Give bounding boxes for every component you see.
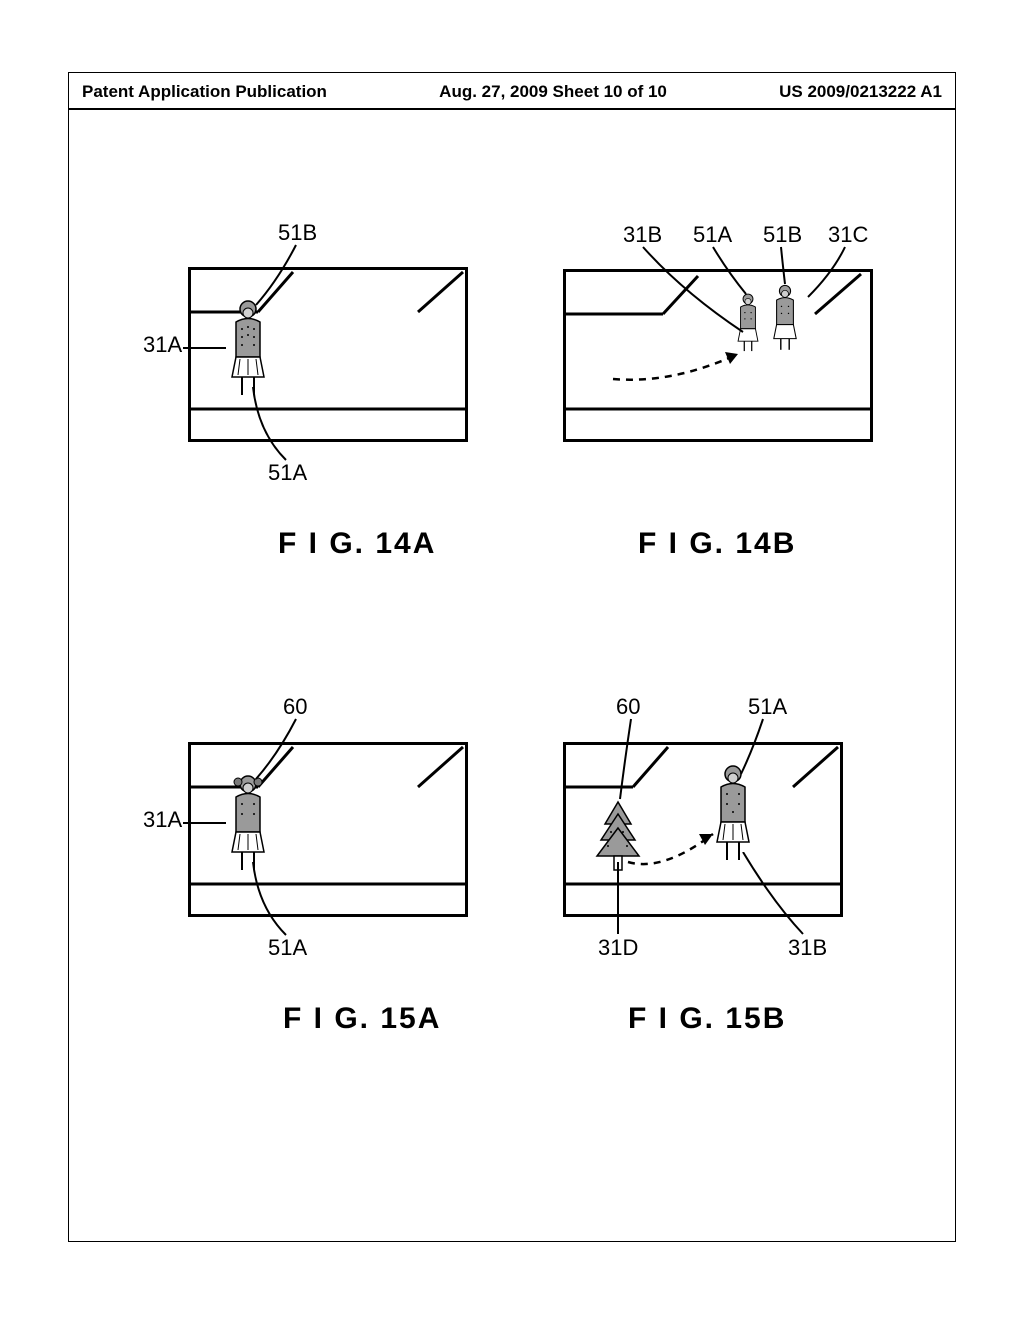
caption-14b: F I G. 14B	[638, 527, 796, 561]
leader-60	[188, 694, 338, 794]
leader-51a	[238, 382, 318, 467]
leaders-14b	[563, 222, 883, 342]
leader-31a-15	[178, 815, 238, 835]
leader-51b	[188, 220, 338, 320]
figures-container: 51B 31A 51A F I G. 14A	[68, 72, 956, 1242]
leaders-15b-bot	[563, 852, 863, 947]
label-31a: 31A	[143, 332, 182, 358]
caption-15a: F I G. 15A	[283, 1002, 441, 1036]
leader-51a-15	[238, 857, 318, 942]
label-31a-15: 31A	[143, 807, 182, 833]
leaders-15b-top	[563, 694, 863, 814]
caption-15b: F I G. 15B	[628, 1002, 786, 1036]
caption-14a: F I G. 14A	[278, 527, 436, 561]
leader-31a	[178, 340, 238, 360]
